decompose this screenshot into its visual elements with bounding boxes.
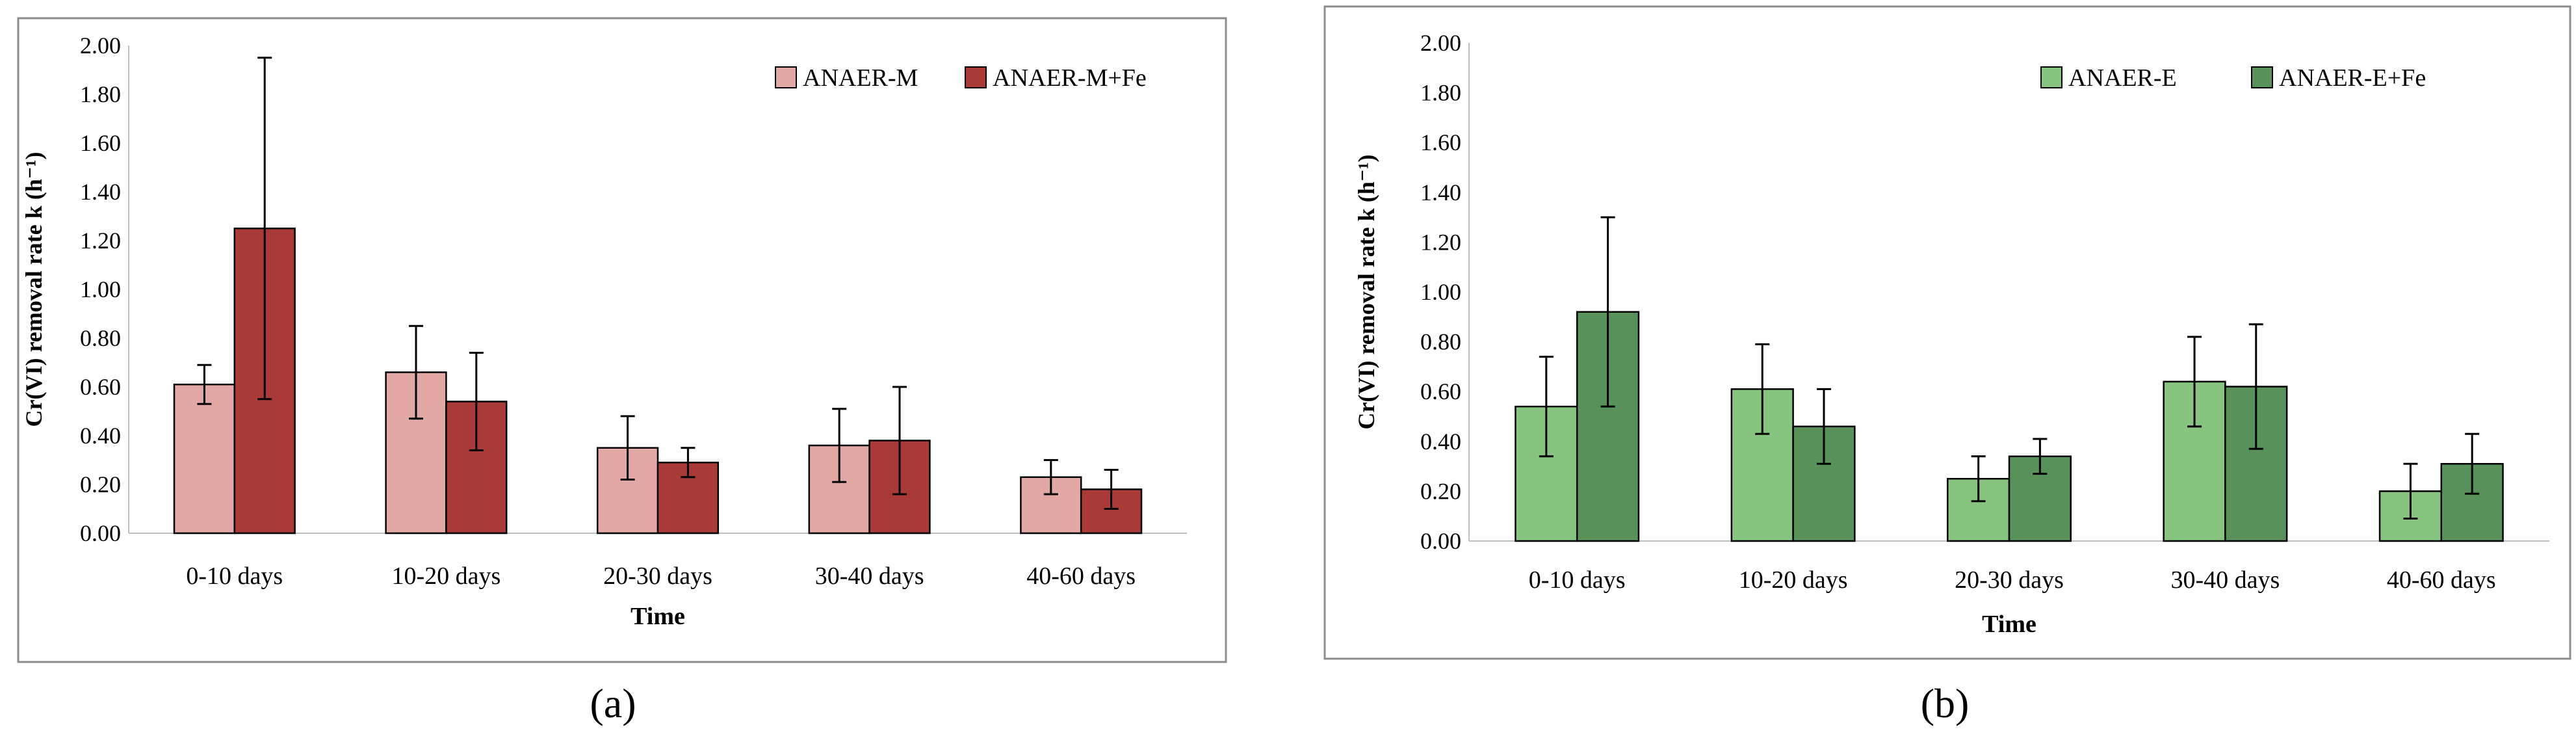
chart-b-x-axis-title: Time — [1982, 611, 2036, 638]
chart-b-ytick-label: 0.00 — [1420, 528, 1461, 554]
chart-a-category-label: 20-30 days — [603, 562, 712, 590]
chart-b-error-bar-0-3 — [2187, 336, 2202, 428]
chart-b-error-bar-1-3 — [2248, 323, 2263, 450]
chart-b-error-bar-1-2 — [2033, 438, 2048, 475]
chart-b-svg: 0.00 0.20 0.40 0.60 0.80 1.00 1.20 1.40 1.60 1.80… — [1323, 5, 2571, 726]
chart-b-legend-label-0: ANAER-E — [2068, 64, 2177, 92]
chart-b-legend-label-1: ANAER-E+Fe — [2279, 64, 2426, 92]
chart-b-legend-swatch-1 — [2251, 66, 2273, 88]
chart-a-error-bar-0-1 — [409, 324, 424, 420]
chart-a-legend-swatch-1 — [965, 66, 987, 88]
chart-b-ytick-label: 1.60 — [1420, 129, 1461, 155]
chart-a-ytick-label: 0.20 — [80, 471, 121, 497]
chart-b-panel-label: (b) — [1921, 680, 1970, 726]
chart-a-category-label: 40-60 days — [1026, 562, 1136, 590]
chart-a-x-axis-title: Time — [631, 603, 685, 630]
chart-b-error-bar-1-0 — [1600, 216, 1615, 408]
chart-a-error-bar-1-3 — [892, 386, 907, 496]
chart-b-ytick-label: 1.00 — [1420, 279, 1461, 305]
chart-a-y-axis-title: Cr(VI) removal rate k (h⁻¹) — [21, 152, 47, 427]
chart-panel-a: 0.00 0.20 0.40 0.60 0.80 1.00 1.20 1.40 1.60 1.80… — [0, 0, 1274, 737]
chart-b-error-bar-0-4 — [2403, 462, 2418, 520]
chart-b-ytick-label: 1.40 — [1420, 179, 1461, 205]
chart-b-bar-anaer-e-1 — [1730, 388, 1794, 542]
chart-a-category-label: 30-40 days — [815, 562, 924, 590]
chart-a-legend-label-0: ANAER-M — [803, 64, 918, 92]
chart-b-ytick-label: 0.20 — [1420, 478, 1461, 504]
chart-a-legend-swatch-0 — [775, 66, 797, 88]
chart-panel-b: 0.00 0.20 0.40 0.60 0.80 1.00 1.20 1.40 1.60 1.80… — [1320, 0, 2576, 737]
chart-a-svg: 0.00 0.20 0.40 0.60 0.80 1.00 1.20 1.40 1.60 1.80… — [17, 17, 1227, 726]
chart-b-ytick-label: 1.20 — [1420, 229, 1461, 255]
chart-a-frame — [17, 17, 1227, 663]
chart-b-ytick-label: 2.00 — [1420, 30, 1461, 56]
chart-a-ytick-label: 1.80 — [80, 81, 121, 107]
chart-b-ytick-label: 0.60 — [1420, 378, 1461, 404]
chart-a-panel-label: (a) — [590, 680, 636, 726]
chart-b-y-axis-title: Cr(VI) removal rate k (h⁻¹) — [1353, 154, 1379, 429]
chart-a-ytick-label: 1.00 — [80, 276, 121, 302]
chart-a-category-label: 0-10 days — [186, 562, 283, 590]
chart-a-ytick-label: 0.00 — [80, 520, 121, 546]
chart-b-legend-swatch-0 — [2040, 66, 2062, 88]
chart-b-ytick-label: 1.80 — [1420, 80, 1461, 106]
chart-a-error-bar-0-3 — [832, 408, 847, 483]
chart-a-legend: ANAER-M ANAER-M+Fe — [775, 64, 1147, 92]
chart-b-error-bar-0-1 — [1755, 343, 1770, 435]
chart-a-bar-anaer-m-0 — [173, 384, 236, 535]
chart-a-error-bar-1-4 — [1104, 469, 1119, 510]
chart-a-error-bar-0-4 — [1043, 459, 1058, 496]
chart-a-error-bar-1-2 — [681, 447, 696, 479]
chart-a-legend-label-1: ANAER-M+Fe — [993, 64, 1147, 92]
chart-a-ytick-label: 1.40 — [80, 179, 121, 205]
chart-a-ytick-label: 0.80 — [80, 325, 121, 351]
chart-b-error-bar-1-4 — [2465, 432, 2480, 495]
chart-a-error-bar-0-0 — [197, 363, 212, 405]
chart-b-ytick-label: 0.40 — [1420, 429, 1461, 455]
chart-a-ytick-label: 0.60 — [80, 374, 121, 400]
chart-b-bar-anaer-e-fe-4 — [2440, 463, 2504, 542]
chart-b-frame — [1323, 5, 2571, 660]
chart-b-ytick-label: 0.80 — [1420, 329, 1461, 355]
chart-b-error-bar-0-2 — [1971, 455, 1986, 503]
chart-a-ytick-label: 0.40 — [80, 423, 121, 449]
chart-b-category-label: 40-60 days — [2387, 566, 2496, 594]
chart-b-error-bar-1-1 — [1816, 388, 1831, 465]
chart-a-ytick-label: 1.20 — [80, 228, 121, 254]
chart-b-category-label: 20-30 days — [1955, 566, 2064, 594]
chart-b-category-label: 10-20 days — [1739, 566, 1848, 594]
chart-a-error-bar-1-1 — [469, 352, 484, 451]
chart-a-error-bar-0-2 — [620, 415, 635, 481]
chart-b-error-bar-0-0 — [1539, 356, 1554, 458]
chart-a-ytick-label: 2.00 — [80, 33, 121, 59]
chart-b-category-label: 0-10 days — [1529, 566, 1626, 594]
chart-b-legend: ANAER-E ANAER-E+Fe — [2040, 64, 2426, 92]
chart-b-category-label: 30-40 days — [2170, 566, 2280, 594]
chart-a-error-bar-1-0 — [257, 57, 272, 401]
chart-a-category-label: 10-20 days — [391, 562, 501, 590]
chart-a-ytick-label: 1.60 — [80, 130, 121, 156]
